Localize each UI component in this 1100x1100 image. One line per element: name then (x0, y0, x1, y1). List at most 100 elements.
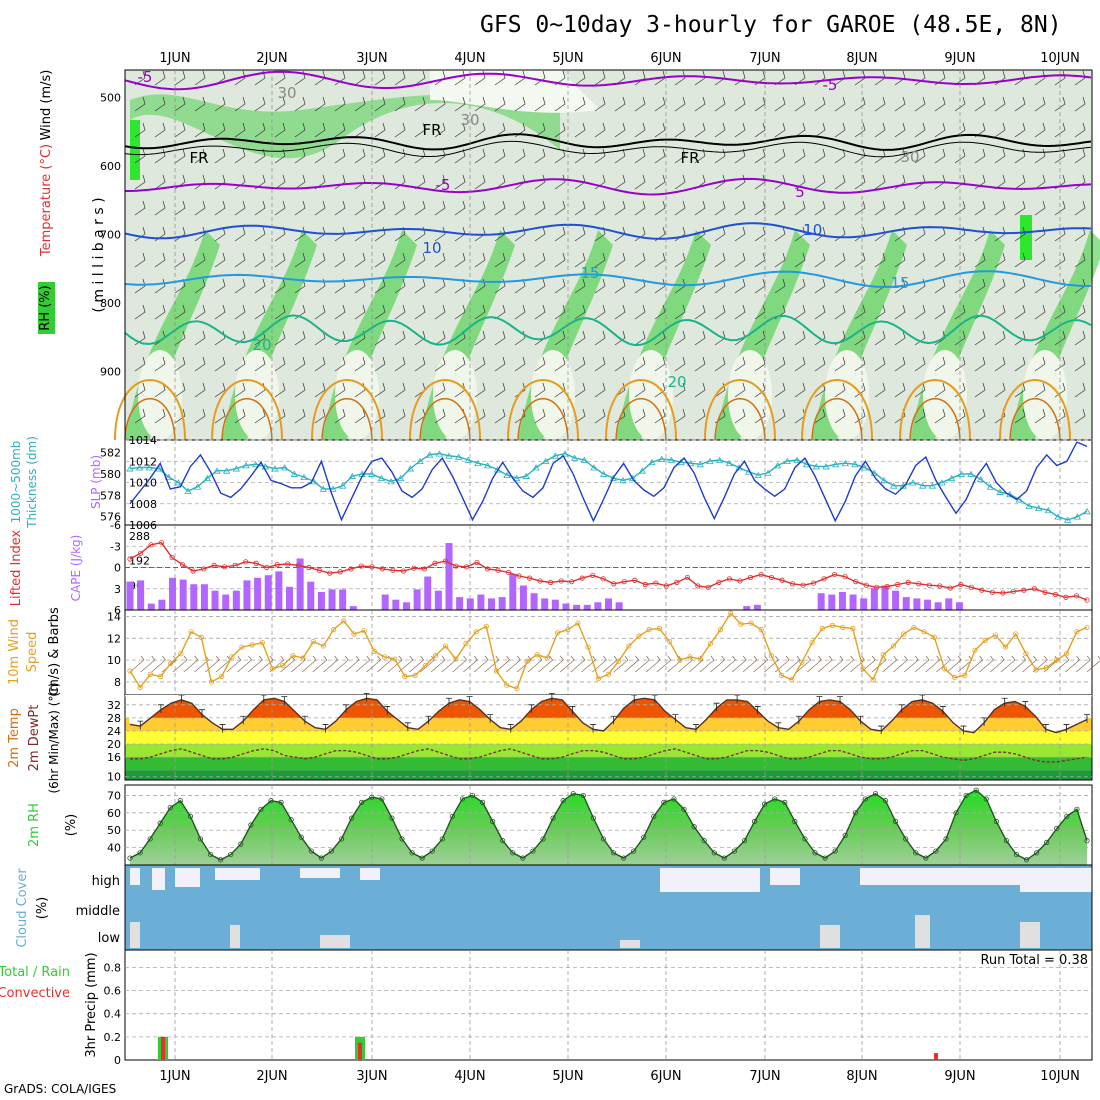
wind-barb (814, 70, 826, 86)
precip-tick-label: 0.2 (104, 1031, 122, 1044)
rh-series-point (842, 832, 848, 839)
wind-speed-series-point (829, 622, 836, 628)
wind-barb (294, 408, 306, 424)
wind-barb (294, 252, 306, 268)
thickness-tick-label: 580 (100, 468, 121, 481)
wind-barb (694, 96, 706, 112)
wind-barb (274, 200, 286, 216)
lifted-index-series-point (211, 562, 217, 568)
wind-barb (1034, 96, 1046, 112)
wind-barb-10m (839, 655, 855, 673)
wind-speed-series-point (219, 673, 225, 680)
wind-barb (914, 200, 926, 216)
thickness-series-point (435, 450, 444, 457)
wind-barb (994, 382, 1006, 398)
wind-speed-series-point (778, 672, 785, 678)
contour-25-arch (704, 379, 776, 441)
wind-barb (434, 226, 446, 242)
lifted-index-series-point (127, 556, 133, 562)
lifted-index-series-point (1031, 586, 1038, 592)
wind-speed-series-point (789, 677, 795, 683)
lifted-index-axis-label: Lifted Index (9, 529, 24, 606)
wind-barb (394, 96, 406, 112)
cape-bar (243, 580, 251, 610)
wind-tick-label: 12 (107, 632, 121, 645)
lifted-index-series-point (663, 583, 669, 589)
wind-barb (694, 226, 706, 242)
wind-speed-series-point (697, 656, 703, 662)
wind-barb (934, 200, 946, 216)
wind-barb (674, 70, 686, 86)
wind-barb-10m (1022, 655, 1037, 673)
rh-series-point (540, 836, 546, 842)
temp-minmax-bar (1063, 724, 1070, 733)
temp-minmax-bar (446, 697, 452, 707)
wind-barb (314, 200, 326, 216)
wind-barb (614, 356, 626, 372)
wind-barb (934, 226, 946, 242)
contour-30-arch (615, 398, 667, 441)
wind-barb (874, 382, 886, 398)
wind-barb (214, 278, 226, 294)
cape-bar (456, 597, 464, 610)
rh-series-point (973, 787, 979, 793)
wind-barb (654, 252, 666, 268)
thickness-series-point (938, 479, 946, 486)
wind-barb (734, 96, 746, 112)
cape-bar (339, 589, 347, 610)
cloud-high-gap (152, 868, 165, 890)
thickness-series-point (164, 473, 173, 481)
wind-barb (354, 200, 366, 216)
cape-bar (562, 603, 570, 610)
temp-minmax-bar (487, 714, 494, 723)
wind-barb (1014, 252, 1026, 268)
wind-barb (954, 330, 966, 346)
wind-barb (574, 96, 586, 112)
wind-barb (674, 226, 686, 242)
wind-barb-10m (549, 655, 564, 673)
pressure-tick-label: 700 (100, 228, 121, 241)
wind-barb (534, 356, 546, 372)
lifted-index-series-point (158, 540, 165, 546)
cloud-low-gap (230, 925, 240, 948)
rh-series-point (429, 848, 435, 854)
rh-series-point (631, 848, 637, 854)
lifted-index-series-point (201, 566, 207, 572)
thickness-series-point (532, 464, 540, 471)
rh-series-point (1084, 838, 1090, 844)
wind-barb-10m (344, 655, 360, 673)
cape-bar (828, 594, 836, 610)
wind-barb (374, 122, 386, 138)
rh-series-point (721, 855, 727, 861)
temp-minmax-bar (199, 709, 206, 718)
cape-bar (955, 602, 963, 610)
wind-barb (634, 174, 646, 190)
wind-barb-10m (796, 655, 812, 673)
wind-barb (1054, 122, 1066, 138)
thickness-series-point (648, 458, 656, 466)
rh-series-point (963, 792, 969, 799)
wind-barb (814, 304, 826, 320)
wind-barb (174, 96, 186, 112)
wind-barb (834, 226, 846, 242)
wind-speed-series-point (890, 643, 897, 649)
wind-barb (794, 200, 806, 216)
temp-minmax-bar (178, 694, 185, 704)
wind-barb (434, 304, 446, 320)
wind-barb (554, 252, 566, 268)
lifted-index-series-point (674, 579, 680, 585)
wind-barb (554, 96, 566, 112)
wind-speed-series-point (453, 656, 459, 662)
lifted-index-series-point (558, 578, 564, 584)
wind-speed-series-point (178, 650, 184, 657)
wind-barb (174, 70, 186, 86)
thickness-series-point (976, 475, 985, 483)
thickness-series (129, 452, 1088, 521)
wind-speed-series-point (473, 629, 479, 635)
cloud-low-gap (320, 935, 350, 948)
lifted-index-series-point (421, 566, 428, 572)
wind-barb (454, 304, 466, 320)
rh-series-point (1013, 851, 1020, 858)
contour-30-arch (714, 398, 766, 441)
